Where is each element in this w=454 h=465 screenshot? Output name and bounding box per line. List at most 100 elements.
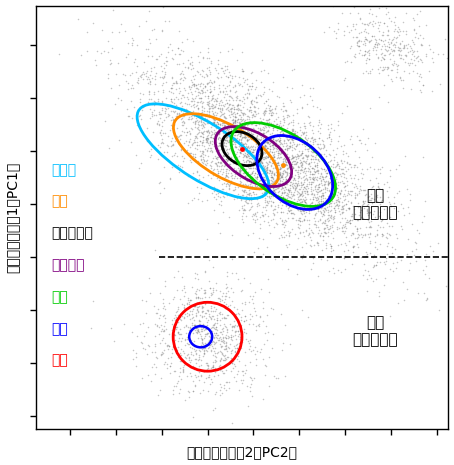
Point (247, 387, 254, 395)
Point (168, 73, 176, 80)
Point (259, 131, 266, 139)
Point (247, 149, 255, 156)
Point (281, 181, 288, 189)
Point (290, 160, 297, 167)
Point (127, 71, 134, 79)
Point (194, 373, 202, 380)
Point (311, 212, 318, 219)
Point (390, 35, 397, 42)
Point (162, 104, 169, 112)
Point (443, 283, 450, 290)
Point (317, 174, 324, 182)
Point (259, 169, 266, 176)
Point (180, 292, 188, 299)
Point (400, 67, 408, 74)
Point (180, 59, 187, 66)
Point (269, 153, 276, 160)
Point (152, 340, 159, 348)
Point (292, 160, 300, 167)
Point (177, 74, 184, 82)
Point (198, 129, 206, 137)
Point (217, 366, 224, 373)
Point (343, 159, 350, 166)
Point (241, 312, 248, 319)
Point (214, 371, 222, 379)
Point (336, 171, 344, 178)
Point (288, 206, 295, 214)
Point (251, 161, 258, 169)
Point (279, 208, 286, 215)
Point (298, 159, 306, 167)
Point (192, 309, 199, 316)
Point (283, 146, 291, 153)
Point (154, 392, 162, 399)
Point (419, 218, 426, 226)
Point (153, 70, 160, 77)
Point (240, 377, 247, 384)
Point (297, 207, 304, 215)
Point (178, 108, 185, 115)
Point (246, 337, 253, 344)
Point (249, 175, 257, 182)
Point (252, 361, 259, 369)
Point (240, 160, 247, 168)
Point (228, 106, 235, 113)
Point (275, 121, 282, 129)
Point (261, 156, 268, 163)
Point (233, 93, 240, 100)
Point (309, 140, 316, 147)
Point (243, 115, 251, 123)
Point (388, 66, 395, 73)
Point (295, 197, 302, 204)
Point (205, 294, 212, 301)
Point (236, 162, 243, 169)
Point (200, 120, 207, 127)
Point (228, 146, 235, 153)
Point (261, 166, 268, 173)
Point (287, 169, 294, 177)
Point (361, 191, 369, 199)
Point (213, 132, 221, 139)
Point (151, 97, 158, 105)
Point (214, 153, 222, 160)
Point (256, 149, 263, 156)
Point (290, 210, 297, 217)
Point (218, 106, 226, 114)
Point (245, 158, 252, 166)
Point (366, 237, 374, 245)
Point (373, 37, 380, 44)
Point (350, 229, 357, 237)
Point (299, 163, 306, 171)
Point (259, 119, 266, 126)
Point (257, 180, 264, 187)
Point (189, 139, 197, 146)
Point (190, 80, 197, 88)
Point (188, 114, 196, 121)
Point (260, 213, 267, 220)
Point (390, 27, 397, 34)
Point (319, 232, 326, 239)
Point (343, 225, 350, 232)
Point (281, 189, 288, 197)
Point (302, 195, 310, 202)
Point (206, 337, 213, 344)
Point (317, 200, 325, 207)
Point (200, 312, 207, 319)
Point (250, 292, 257, 299)
Point (272, 191, 280, 198)
Point (318, 173, 326, 180)
Point (182, 289, 189, 296)
Point (270, 174, 277, 182)
Point (283, 175, 290, 183)
Point (383, 243, 390, 250)
Point (194, 118, 201, 126)
Point (267, 134, 275, 141)
Point (231, 121, 238, 129)
Point (381, 274, 389, 282)
Point (253, 154, 260, 161)
Point (357, 14, 364, 22)
Point (347, 216, 354, 224)
Point (297, 178, 304, 186)
Point (405, 235, 412, 243)
Point (261, 170, 268, 177)
